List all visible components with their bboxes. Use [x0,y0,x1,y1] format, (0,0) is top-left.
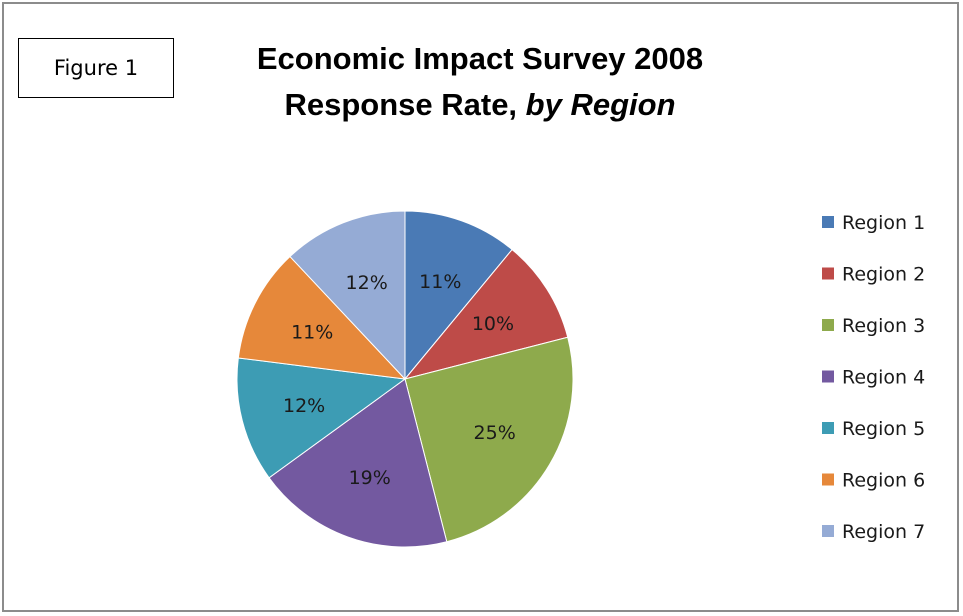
legend-swatch-2 [822,267,834,280]
legend-swatch-1 [822,216,834,228]
legend-swatch-5 [822,422,834,434]
legend-label-3: Region 3 [842,315,925,337]
legend-swatch-7 [822,525,834,537]
legend-label-6: Region 6 [842,470,925,492]
pie-slice-3 [404,336,574,543]
legend-label-4: Region 4 [842,367,925,389]
legend-label-5: Region 5 [842,418,925,440]
legend-swatch-4 [822,370,834,383]
chart-title-line2-main: Response Rate, [284,87,526,122]
pie-slice-label-4: 19% [349,467,391,489]
pie-slice-label-3: 25% [474,422,516,444]
chart-title-line2-italic: by Region [525,87,676,122]
pie-slice-2 [403,248,569,380]
pie-slice-label-6: 11% [291,322,333,344]
legend-label-1: Region 1 [842,212,925,234]
pie-slice-label-5: 12% [283,395,325,417]
chart-title: Economic Impact Survey 2008 Response Rat… [180,36,780,128]
pie-slice-label-2: 10% [472,313,514,335]
pie-slice-4 [268,378,448,548]
figure-label: Figure 1 [18,38,174,98]
pie-slice-7 [289,210,406,381]
pie-slice-label-7: 12% [346,272,388,294]
chart-title-line2: Response Rate, by Region [180,82,780,128]
pie-slice-5 [236,357,407,479]
pie-slice-label-1: 11% [419,271,461,293]
pie-slice-1 [404,210,513,381]
legend-label-2: Region 2 [842,264,925,286]
legend-swatch-3 [822,319,834,331]
pie-slice-6 [237,255,407,380]
chart-title-line1: Economic Impact Survey 2008 [256,41,704,76]
figure-label-text: Figure 1 [53,56,139,80]
legend-label-7: Region 7 [842,521,925,543]
legend-swatch-6 [822,473,834,486]
